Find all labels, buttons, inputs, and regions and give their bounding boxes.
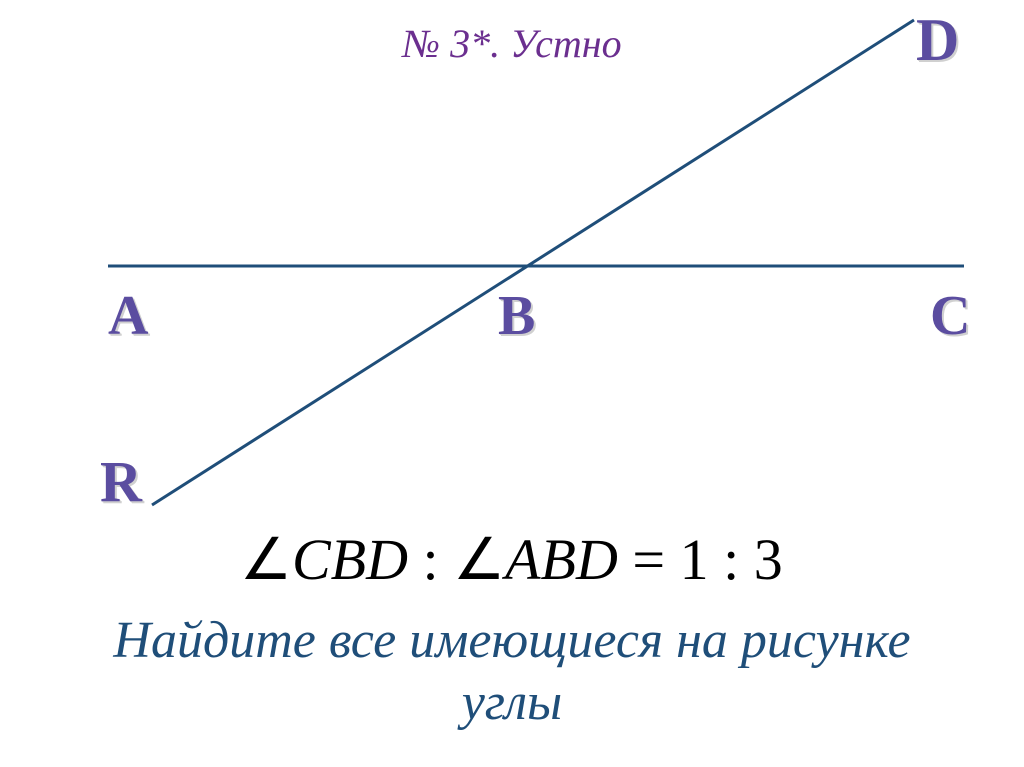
point-B: B: [498, 284, 535, 348]
angle-CBD: CBD: [292, 527, 408, 592]
slide: № 3*. Устно A B C D R ∠CBD : ∠ABD = 1 : …: [0, 0, 1024, 767]
line-RD: [152, 20, 914, 505]
point-A: A: [108, 284, 148, 348]
angle-symbol-1: ∠: [240, 527, 292, 592]
equals-sign: =: [618, 527, 680, 592]
point-R: R: [100, 448, 142, 515]
task-text: Найдите все имеющиеся на рисунке углы: [0, 610, 1024, 735]
ratio-separator: :: [408, 527, 453, 592]
angle-ratio-equation: ∠CBD : ∠ABD = 1 : 3: [240, 525, 783, 593]
angle-symbol-2: ∠: [453, 527, 505, 592]
ratio-value: 1 : 3: [680, 527, 783, 592]
point-D: D: [916, 6, 959, 75]
angle-ABD: ABD: [505, 527, 618, 592]
point-C: C: [930, 284, 970, 348]
